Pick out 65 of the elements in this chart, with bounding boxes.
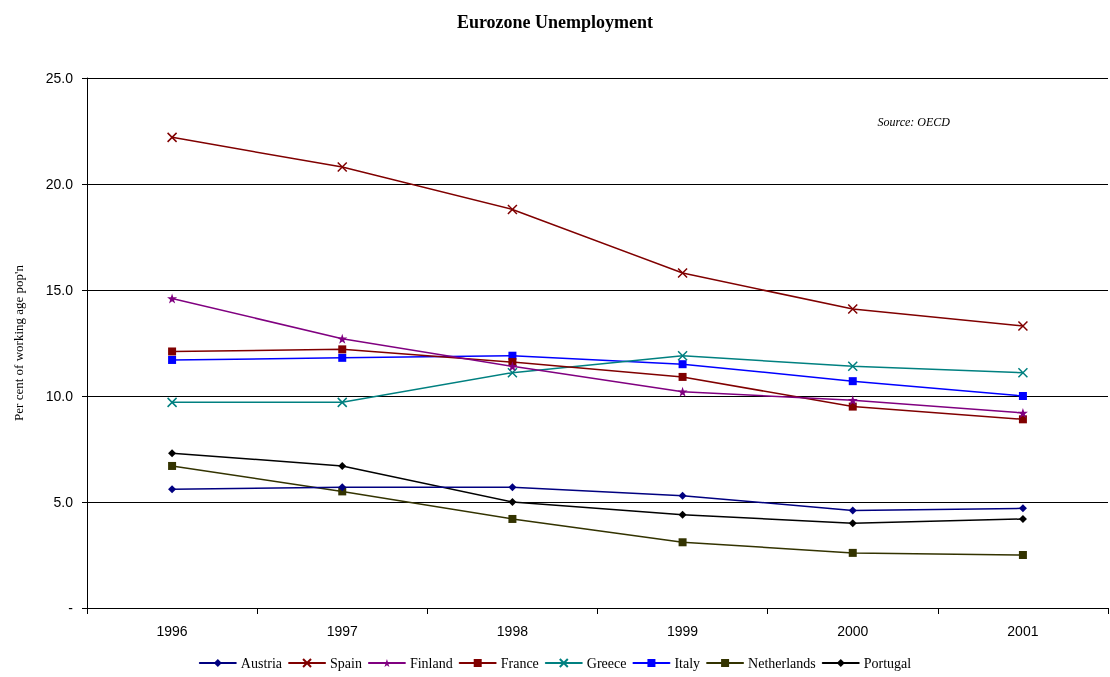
point xyxy=(847,361,858,372)
x-tick-label: 1996 xyxy=(156,623,188,639)
point xyxy=(508,514,517,523)
point xyxy=(847,303,858,315)
point xyxy=(508,483,517,492)
point xyxy=(168,461,177,470)
x-tick-label: 1999 xyxy=(667,623,699,639)
annotation: Source: OECD xyxy=(877,115,951,129)
legend-label: Netherlands xyxy=(748,655,816,671)
x-tick-label: 1998 xyxy=(496,623,529,639)
point xyxy=(1018,504,1027,513)
point xyxy=(166,132,178,143)
point xyxy=(338,345,347,354)
legend-label: France xyxy=(500,655,539,671)
point xyxy=(678,538,687,547)
x-tick-label: 1997 xyxy=(326,623,359,639)
point xyxy=(338,483,347,492)
point xyxy=(678,510,687,519)
point xyxy=(338,353,347,362)
point xyxy=(507,361,518,372)
x-tick-label: 2001 xyxy=(1007,623,1039,639)
point xyxy=(678,491,687,500)
chart-title: Eurozone Unemployment xyxy=(456,12,654,32)
point xyxy=(1017,320,1029,332)
point xyxy=(338,461,347,470)
point xyxy=(166,397,178,408)
y-tick-label: 15.0 xyxy=(45,282,74,298)
point xyxy=(507,367,518,378)
point xyxy=(507,204,518,215)
legend-label: Spain xyxy=(330,655,362,671)
y-tick-label: 25.0 xyxy=(45,70,74,86)
point xyxy=(168,355,177,364)
point xyxy=(678,372,687,381)
legend-label: Italy xyxy=(674,655,701,671)
y-tick-label: 20.0 xyxy=(45,176,74,192)
point xyxy=(847,395,858,406)
point xyxy=(1018,514,1027,523)
point xyxy=(168,449,177,458)
y-axis-title: Per cent of working age pop'n xyxy=(11,264,26,421)
x-tick-label: 2000 xyxy=(837,623,869,639)
point xyxy=(848,402,857,411)
point xyxy=(677,350,688,361)
legend-label: Austria xyxy=(240,655,283,671)
point xyxy=(1018,551,1027,559)
legend-label: Finland xyxy=(409,655,453,671)
point xyxy=(167,293,178,304)
point xyxy=(337,161,348,173)
y-tick-label: - xyxy=(68,600,74,616)
legend-label: Portugal xyxy=(863,655,912,671)
point xyxy=(1017,367,1029,378)
point xyxy=(508,498,517,506)
y-tick-label: 10.0 xyxy=(45,388,74,404)
point xyxy=(337,397,348,408)
y-tick-label: 5.0 xyxy=(53,494,74,510)
point xyxy=(848,519,857,528)
point xyxy=(168,347,177,356)
point xyxy=(848,377,857,386)
point xyxy=(677,267,688,279)
point xyxy=(1018,392,1027,400)
point xyxy=(1017,407,1028,418)
point xyxy=(678,360,687,369)
point xyxy=(848,548,857,557)
point xyxy=(168,485,177,494)
legend-label: Greece xyxy=(586,655,627,671)
point xyxy=(848,506,857,515)
